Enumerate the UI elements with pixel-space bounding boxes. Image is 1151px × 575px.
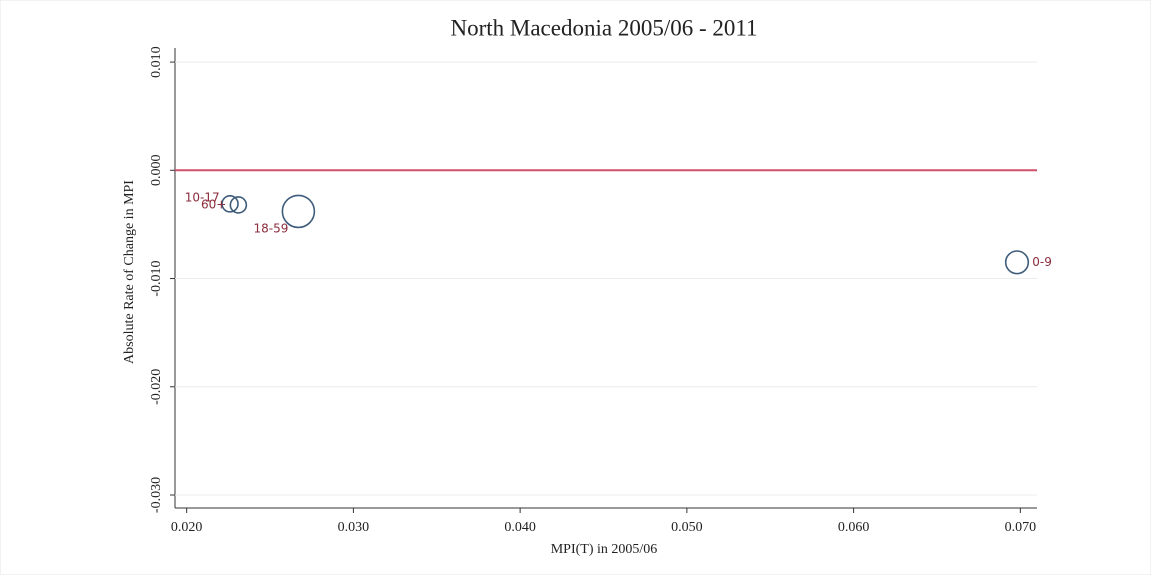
- x-tick-label: 0.060: [838, 520, 870, 535]
- point-label: 18-59: [254, 221, 289, 235]
- x-tick-label: 0.040: [504, 520, 536, 535]
- x-tick-label: 0.020: [171, 520, 203, 535]
- chart-title: North Macedonia 2005/06 - 2011: [450, 15, 757, 40]
- point-label: 0-9: [1032, 255, 1052, 269]
- y-tick-label: -0.030: [149, 477, 164, 513]
- y-tick-label: -0.010: [149, 260, 164, 296]
- y-tick-label: -0.020: [149, 369, 164, 405]
- point-label: 10-17: [185, 190, 220, 204]
- x-axis-title: MPI(T) in 2005/06: [551, 542, 658, 557]
- point-label: 60+: [201, 197, 226, 211]
- y-axis-title: Absolute Rate of Change in MPI: [122, 180, 137, 364]
- bubble: [229, 196, 248, 214]
- y-tick-label: 0.000: [149, 155, 164, 187]
- y-tick-label: 0.010: [149, 46, 164, 78]
- x-tick-label: 0.030: [338, 520, 370, 535]
- bubble: [221, 195, 239, 213]
- bubble: [1004, 250, 1030, 275]
- bubble: [281, 194, 316, 229]
- x-tick-label: 0.050: [671, 520, 703, 535]
- x-tick-label: 0.070: [1005, 520, 1037, 535]
